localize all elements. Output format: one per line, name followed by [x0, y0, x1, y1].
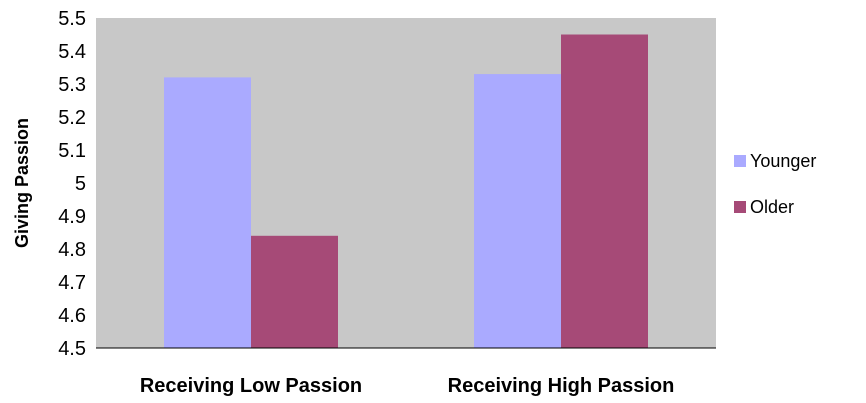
y-tick-label: 5 — [75, 173, 86, 195]
y-tick-label: 5.1 — [58, 140, 86, 162]
y-tick-label: 4.5 — [58, 338, 86, 360]
y-tick-labels: 4.5 4.6 4.7 4.8 4.9 5 5.1 5.2 5.3 5.4 5.5 — [58, 8, 86, 360]
legend: Younger Older — [734, 151, 816, 217]
y-tick-label: 4.6 — [58, 305, 86, 327]
bar-older-1 — [251, 235, 338, 348]
legend-label-older: Older — [750, 197, 794, 217]
y-tick-label: 5.2 — [58, 107, 86, 129]
bar-younger-1 — [164, 77, 251, 349]
legend-swatch-older — [734, 201, 746, 213]
legend-swatch-younger — [734, 155, 746, 167]
category-label: Receiving High Passion — [448, 375, 675, 397]
y-tick-label: 4.9 — [58, 206, 86, 228]
bar-younger-2 — [474, 74, 561, 348]
bars-group — [164, 34, 648, 349]
category-labels: Receiving Low Passion Receiving High Pass… — [140, 375, 675, 397]
y-tick-label: 5.4 — [58, 41, 86, 63]
y-tick-label: 4.7 — [58, 272, 86, 294]
y-tick-label: 5.3 — [58, 74, 86, 96]
bar-older-2 — [561, 34, 648, 348]
y-tick-label: 5.5 — [58, 8, 86, 30]
category-label: Receiving Low Passion — [140, 375, 362, 397]
y-tick-label: 4.8 — [58, 239, 86, 261]
legend-label-younger: Younger — [750, 151, 816, 171]
y-axis-title: Giving Passion — [12, 118, 32, 248]
